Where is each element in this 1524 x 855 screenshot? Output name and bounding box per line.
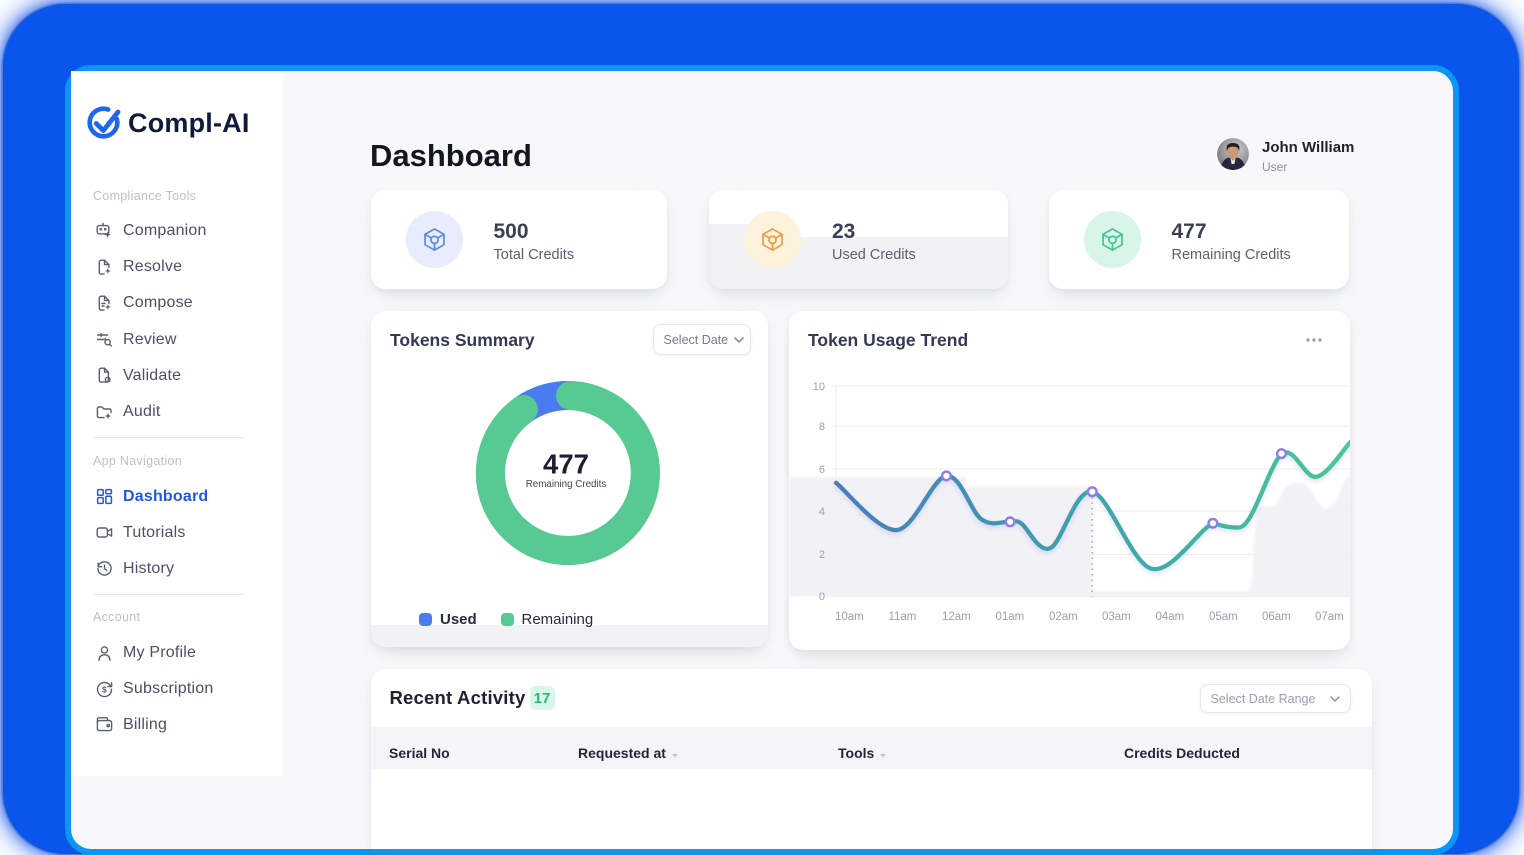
svg-text:05am: 05am bbox=[1209, 611, 1238, 623]
svg-text:0: 0 bbox=[818, 591, 824, 603]
svg-text:4: 4 bbox=[818, 506, 824, 518]
svg-text:$: $ bbox=[102, 684, 107, 694]
svg-text:11am: 11am bbox=[888, 611, 916, 623]
svg-text:04am: 04am bbox=[1155, 611, 1184, 623]
svg-text:477: 477 bbox=[543, 448, 589, 479]
svg-text:12am: 12am bbox=[942, 611, 971, 623]
svg-text:07am: 07am bbox=[1315, 611, 1344, 623]
svg-text:Remaining Credits: Remaining Credits bbox=[525, 479, 606, 490]
svg-text:10am: 10am bbox=[835, 611, 864, 623]
svg-text:03am: 03am bbox=[1102, 611, 1131, 623]
svg-text:2: 2 bbox=[818, 549, 824, 561]
svg-text:10: 10 bbox=[812, 381, 824, 393]
svg-text:02am: 02am bbox=[1049, 611, 1078, 623]
svg-text:8: 8 bbox=[818, 421, 824, 433]
svg-text:6: 6 bbox=[818, 464, 824, 476]
svg-text:01am: 01am bbox=[995, 611, 1024, 623]
svg-text:06am: 06am bbox=[1262, 611, 1291, 623]
